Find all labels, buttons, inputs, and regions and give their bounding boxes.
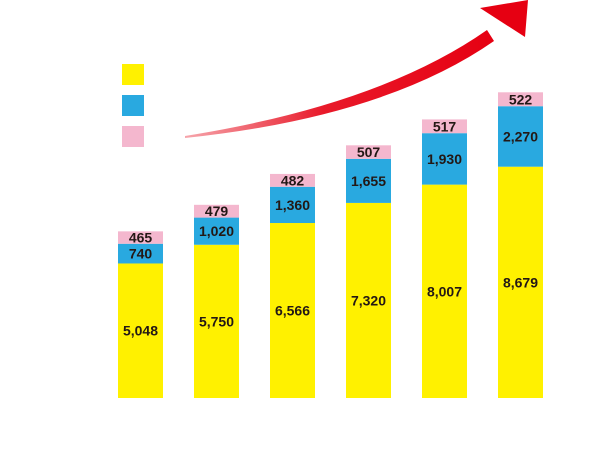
data-label-4-3: 507: [357, 144, 381, 160]
trend-arrow-head: [480, 0, 528, 37]
bar-segment-1-1: [118, 263, 163, 398]
bar-segment-5-3: [422, 119, 467, 134]
bar-segment-4-3: [346, 145, 391, 159]
bar-segment-6-3: [498, 92, 543, 107]
trend-arrow: [185, 0, 528, 138]
data-label-6-1: 8,679: [503, 274, 538, 290]
data-label-5-2: 1,930: [427, 151, 462, 167]
bar-segment-1-3: [118, 231, 163, 244]
legend-swatch-3: [122, 126, 144, 147]
data-label-2-3: 479: [205, 203, 229, 219]
bar-segment-5-1: [422, 184, 467, 398]
data-label-1-1: 5,048: [123, 323, 158, 339]
legend-swatch-2: [122, 95, 144, 116]
bar-segment-6-1: [498, 166, 543, 398]
bar-segment-3-2: [270, 186, 315, 224]
bar-segment-1-2: [118, 243, 163, 264]
data-label-4-1: 7,320: [351, 292, 386, 308]
data-label-2-1: 5,750: [199, 313, 234, 329]
legend-swatch-1: [122, 64, 144, 85]
bar-segment-6-2: [498, 106, 543, 167]
bar-segment-3-3: [270, 173, 315, 187]
bar-segment-4-1: [346, 202, 391, 398]
data-label-2-2: 1,020: [199, 223, 234, 239]
legend: [122, 64, 144, 147]
data-label-1-2: 740: [129, 246, 153, 262]
bar-segment-2-3: [194, 204, 239, 218]
data-label-3-3: 482: [281, 172, 305, 188]
data-label-6-3: 522: [509, 91, 533, 107]
data-label-5-3: 517: [433, 118, 457, 134]
data-label-4-2: 1,655: [351, 173, 386, 189]
bar-segment-5-2: [422, 133, 467, 185]
data-label-1-3: 465: [129, 230, 153, 246]
data-label-3-1: 6,566: [275, 303, 310, 319]
bar-segment-2-2: [194, 217, 239, 245]
data-label-6-2: 2,270: [503, 128, 538, 144]
bar-segment-2-1: [194, 244, 239, 398]
data-label-5-1: 8,007: [427, 283, 462, 299]
bar-segment-4-2: [346, 158, 391, 203]
bar-segment-3-1: [270, 223, 315, 398]
data-label-3-2: 1,360: [275, 197, 310, 213]
